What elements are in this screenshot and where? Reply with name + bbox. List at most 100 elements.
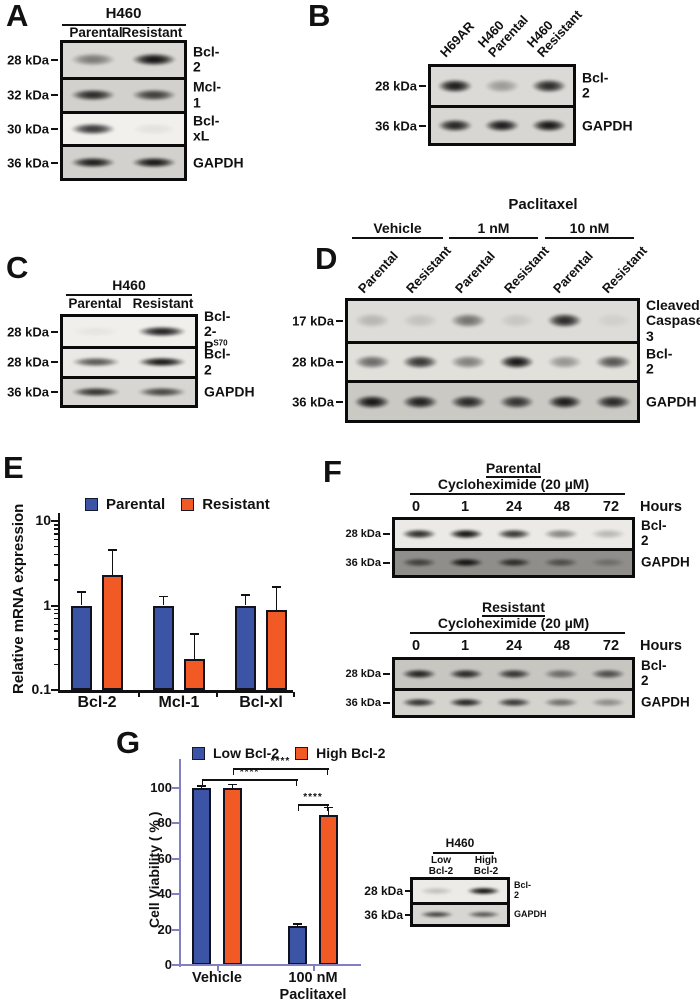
legend-swatch-parental (85, 498, 98, 511)
protein-band (400, 558, 437, 568)
y-major-tick (172, 787, 179, 789)
kda-label: 28 kDa (364, 884, 403, 898)
panel-g-y-axis-title: Cell Viability ( % ) (146, 811, 162, 929)
error-bar-line (200, 786, 203, 788)
panel-e-legend: Parental Resistant (85, 496, 270, 513)
protein-band (495, 558, 532, 568)
significance-bracket-tick (326, 804, 329, 811)
kda-label: 28 kDa (345, 667, 381, 680)
kda-label: 36 kDa (345, 556, 381, 569)
protein-band (495, 528, 532, 539)
protein-label: Cleaved Caspase 3 (646, 296, 700, 344)
protein-band (450, 355, 487, 369)
panel-d-group-10nm-underline (545, 237, 634, 239)
bar-resistant-bcl-xl (266, 610, 287, 690)
kda-tick (336, 400, 343, 403)
panel-a-western-blot: 28 kDa Bcl-2 32 kDa Mcl-1 30 kDa Bcl-xL 36 kDa… (7, 40, 244, 181)
kda-tick (419, 124, 426, 127)
protein-band (448, 528, 485, 539)
kda-tick (51, 361, 58, 364)
kda-label: 17 kDa (292, 313, 334, 329)
protein-band (542, 698, 579, 708)
panel-c-letter: C (6, 250, 29, 285)
error-bar-line (162, 596, 165, 606)
protein-label: Bcl-2-PS70 (204, 307, 231, 355)
protein-band (450, 313, 487, 329)
panel-b-letter: B (308, 0, 331, 33)
protein-band (353, 394, 391, 409)
panel-f-letter: F (323, 454, 342, 489)
protein-band (450, 394, 487, 409)
protein-band (542, 528, 579, 539)
panel-f-resistant-treatment-underline (410, 632, 625, 634)
panel-f-parental-title-text: Parental (485, 460, 542, 478)
protein-band (70, 53, 117, 67)
kda-label: 28 kDa (292, 354, 334, 370)
significance-bracket (201, 779, 298, 781)
bar-resistant-mcl-1 (184, 659, 205, 690)
protein-label: GAPDH (641, 554, 690, 570)
panel-f-resistant-hour-72: 72 (602, 638, 620, 654)
blot-row: 28 kDa Bcl-2 (346, 658, 667, 688)
panel-f-parental-western-blot: 28 kDa Bcl-2 36 kDa GAPDH (346, 517, 690, 578)
bar-parental-bcl-2 (71, 605, 92, 690)
y-axis-line (58, 513, 60, 692)
protein-band (401, 394, 439, 409)
legend-swatch-high-bcl2 (295, 746, 309, 760)
panel-d-group-vehicle-underline (352, 237, 443, 239)
protein-band (590, 698, 627, 708)
protein-label: GAPDH (641, 694, 690, 710)
kda-label: 28 kDa (7, 52, 49, 68)
kda-tick (383, 701, 390, 704)
protein-band (590, 528, 627, 539)
protein-band (130, 156, 177, 169)
panel-f-resistant-western-blot: 28 kDa Bcl-2 36 kDa GAPDH (346, 657, 690, 718)
panel-g-inset-header: H460 (445, 836, 475, 850)
protein-band (542, 558, 579, 568)
x-category-label: 100 nM Paclitaxel (279, 970, 347, 1002)
blot-row: 28 kDa Bcl-2 (7, 43, 219, 77)
legend-label-resistant: Resistant (202, 496, 270, 513)
bar-resistant-bcl-2 (102, 574, 123, 690)
protein-label: Bcl-2 (646, 345, 673, 377)
protein-band (353, 313, 391, 329)
y-major-tick (172, 857, 179, 860)
protein-label: Bcl-xL (193, 112, 220, 144)
panel-g-inset-lane-low: Low Bcl-2 (428, 855, 454, 877)
protein-label: Bcl-2 (193, 43, 220, 75)
panel-f-resistant-hours-label: Hours (640, 638, 682, 654)
panel-d-treatment-label: Paclitaxel (508, 196, 578, 213)
protein-band (590, 668, 627, 679)
panel-f-parental-hour-24: 24 (505, 499, 523, 515)
protein-band (594, 355, 632, 369)
kda-label: 36 kDa (7, 384, 49, 400)
blot-row: 17 kDa Cleaved Caspase 3 (292, 297, 700, 343)
blot-row: 28 kDa Bcl-2 (346, 518, 667, 548)
kda-tick (51, 161, 58, 164)
y-major-tick (172, 893, 179, 896)
bar-parental-bcl-xl (235, 605, 256, 690)
blot-row: 36 kDa GAPDH (7, 375, 255, 405)
blot-row: 30 kDa Bcl-xL (7, 110, 219, 145)
kda-tick (51, 127, 58, 130)
error-bar-cap (272, 586, 281, 589)
kda-tick (51, 94, 58, 97)
protein-band (136, 386, 188, 397)
panel-f-resistant-hour-1: 1 (460, 638, 470, 654)
bar-high-bcl-2-100 nm (319, 814, 338, 965)
blot-row: 28 kDa Bcl-2 (375, 67, 608, 105)
protein-label: Bcl-2 (641, 517, 667, 548)
panel-g-inset-western-blot: 28 kDa Bcl-2 36 kDa GAPDH (364, 877, 547, 927)
significance-bracket-tick (201, 779, 204, 786)
blot-row: 36 kDa GAPDH (346, 687, 690, 715)
panel-d-letter: D (315, 241, 338, 276)
y-major-tick (51, 689, 58, 691)
kda-tick (51, 390, 58, 393)
kda-tick (405, 913, 410, 916)
blot-row: 28 kDa Bcl-2 (292, 340, 672, 381)
protein-band (130, 89, 177, 101)
y-major-tick (51, 520, 58, 522)
error-bar-line (80, 591, 83, 606)
panel-a-lane-parental: Parental (69, 25, 123, 40)
protein-band (130, 53, 177, 67)
